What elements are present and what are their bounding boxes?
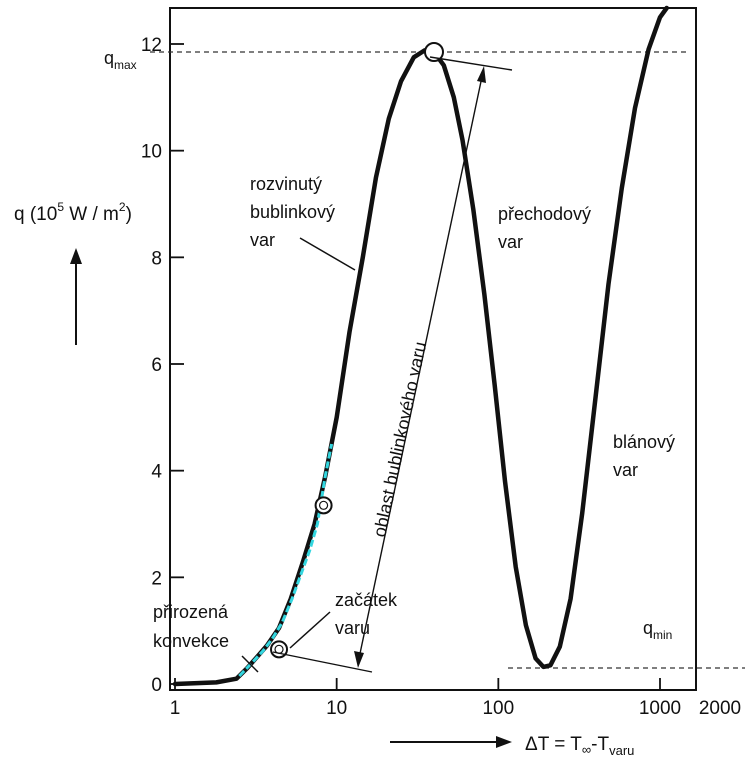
oblast-tick-bottom — [272, 651, 373, 673]
y-tick-label: 8 — [151, 248, 162, 269]
curve-marker — [314, 496, 333, 515]
annotation-blanovy-line2: var — [613, 460, 638, 480]
annotation-rozvinuty-var: rozvinutý bublinkový var — [250, 174, 340, 250]
qmin-label: qmin — [643, 618, 672, 642]
y-tick-label: 0 — [151, 675, 162, 696]
annotation-prirozena-konvekce: přirozená konvekce — [153, 602, 233, 651]
curve-marker — [423, 42, 444, 62]
x-tick-label: 1 — [170, 698, 181, 719]
annotation-zacatek-line1: začátek — [335, 590, 398, 610]
x-axis-label-sub: varu — [609, 743, 634, 758]
annotation-prirozena-line2: konvekce — [153, 631, 229, 651]
annotation-rozvinuty-line2: bublinkový — [250, 202, 335, 222]
y-axis-arrow-head — [70, 248, 82, 264]
boiling-curve-line — [172, 5, 669, 687]
y-tick-label: 10 — [141, 142, 162, 163]
y-tick-label: 2 — [151, 568, 162, 589]
annotation-prirozena-line1: přirozená — [153, 602, 229, 622]
y-axis-label-q: q (10 — [14, 204, 57, 225]
annotation-prechodovy-line2: var — [498, 232, 523, 252]
annotation-prechodovy-line1: přechodový — [498, 204, 591, 224]
y-axis-label-unit: W / m — [64, 204, 119, 225]
y-axis-ticks: 0 2 4 6 8 10 12 — [141, 35, 184, 696]
qmax-subscript: max — [114, 58, 137, 72]
annotation-prechodovy-var: přechodový var — [498, 204, 596, 252]
x-axis-label: ΔT = T∞-Tvaru — [525, 734, 634, 758]
annotation-prirozena-pointer — [241, 655, 259, 673]
y-axis-label: q (105 W / m2) — [14, 200, 132, 225]
qmax-label: qmax — [104, 48, 137, 72]
oblast-arrow-bottom — [354, 651, 364, 668]
annotation-rozvinuty-line1: rozvinutý — [250, 174, 322, 194]
y-axis-label-exp2: 2 — [119, 200, 126, 214]
oblast-arrow-top — [477, 66, 486, 83]
annotation-blanovy-var: blánový var — [613, 432, 680, 480]
annotation-zacatek-varu: začátek varu — [335, 590, 402, 638]
annotation-zacatek-pointer — [289, 611, 331, 649]
qmin-subscript: min — [653, 628, 672, 642]
y-tick-label: 12 — [141, 35, 162, 56]
annotation-rozvinuty-line3: var — [250, 230, 275, 250]
x-axis-label-minus: -T — [591, 734, 609, 755]
y-tick-label: 4 — [151, 462, 162, 483]
curve-markers — [270, 42, 444, 659]
plot-frame — [169, 7, 697, 691]
annotation-blanovy-line1: blánový — [613, 432, 675, 452]
x-tick-label: 1000 — [639, 698, 681, 719]
oblast-bracket-line — [357, 71, 484, 664]
x-axis-label-inf: ∞ — [582, 742, 591, 757]
curve-marker-inner — [318, 500, 329, 510]
y-tick-label: 6 — [151, 355, 162, 376]
y-axis-label-exp1: 5 — [57, 200, 64, 214]
x-tick-label: 10 — [326, 698, 347, 719]
annotation-zacatek-line2: varu — [335, 618, 370, 638]
annotation-rozvinuty-pointer — [299, 237, 356, 271]
oblast-tick-top — [429, 56, 513, 71]
highlight-segment-line — [238, 443, 334, 678]
y-axis-label-close: ) — [126, 204, 132, 225]
x-tick-label: 100 — [482, 698, 514, 719]
annotation-oblast-bublinkoveho-varu: oblast bublinkového varu — [369, 340, 430, 539]
x-axis-arrow-head — [496, 736, 512, 748]
x-tick-label: 2000 — [699, 698, 741, 719]
x-axis-ticks: 1 10 100 1000 2000 — [170, 678, 741, 719]
